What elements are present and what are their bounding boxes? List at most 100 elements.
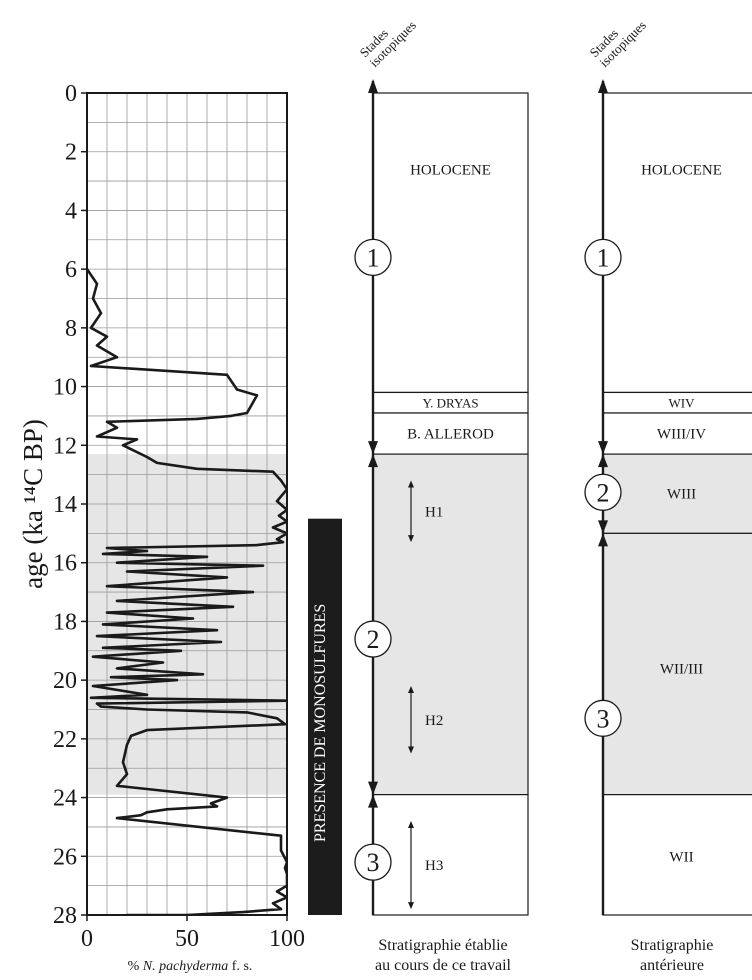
data-point: [225, 373, 229, 377]
data-point: [125, 772, 129, 776]
x-axis-ticks: 0 50 100: [81, 915, 305, 952]
data-point: [95, 282, 99, 286]
data-point: [285, 860, 287, 864]
column-footer-line: Stratigraphie établie: [378, 937, 507, 954]
data-point: [105, 420, 109, 423]
stage-arrow-head: [368, 781, 378, 795]
data-point: [271, 526, 275, 529]
column-footer-line: Stratigraphie: [631, 937, 714, 954]
data-point: [229, 414, 233, 418]
data-point: [91, 684, 95, 688]
data-point: [215, 629, 219, 632]
data-point: [91, 655, 95, 658]
x-axis-label: % N. pachyderma f. s.: [128, 959, 253, 974]
stage-circle: [354, 620, 392, 658]
gridlines: [87, 93, 287, 915]
zone-label: WII: [669, 849, 693, 865]
data-point: [115, 426, 119, 429]
zone-box: [602, 794, 752, 916]
data-point: [225, 796, 229, 799]
data-point: [101, 623, 105, 626]
data-point: [179, 649, 183, 652]
stage-circle: [354, 843, 392, 881]
data-point: [145, 549, 149, 553]
zone-box: [602, 412, 752, 455]
data-point: [201, 673, 205, 676]
zone-label: WIII/IV: [657, 427, 706, 443]
data-point: [215, 805, 219, 808]
y-tick-label: 2: [65, 140, 77, 166]
y-axis-label: age (ka ¹⁴C BP): [18, 419, 48, 589]
series-points: [87, 267, 287, 915]
zone-label: B. ALLEROD: [407, 427, 494, 443]
zone-label: WIII: [667, 487, 696, 503]
stratigraphy-column-previous: HOLOCENE WIV WIII/IV WIII WII/III WII 1 2 3 Stade…: [584, 8, 752, 974]
stage-circle: [354, 238, 392, 277]
data-point: [115, 356, 119, 359]
data-point: [89, 364, 93, 368]
data-point: [279, 834, 283, 837]
data-point: [225, 576, 229, 579]
stage-circle: [584, 238, 622, 277]
data-point: [285, 488, 287, 491]
data-point: [105, 335, 109, 338]
data-point: [175, 678, 179, 682]
data-point: [145, 455, 149, 459]
data-point: [251, 590, 255, 594]
event-arrow-head: [408, 746, 414, 754]
data-point: [241, 910, 245, 914]
data-point: [125, 743, 129, 746]
zone-box: [372, 412, 529, 455]
column-header: Stadesisotopiques: [587, 8, 649, 70]
event-arrow-head: [408, 535, 414, 543]
data-point: [99, 705, 103, 708]
data-point: [121, 761, 125, 764]
data-point: [145, 728, 149, 732]
y-tick-label: 12: [53, 433, 77, 459]
y-tick-label: 22: [53, 727, 77, 753]
stage-number: 1: [597, 243, 610, 272]
event-arrow-head: [408, 821, 414, 829]
zone-label: HOLOCENE: [410, 162, 491, 178]
x-tick-label: 0: [81, 926, 93, 952]
zone-box: [372, 453, 529, 796]
stage-number: 2: [597, 478, 610, 507]
data-point: [275, 538, 279, 541]
data-point: [161, 661, 165, 664]
event-arrow-head: [408, 686, 414, 694]
zone-label: HOLOCENE: [641, 162, 722, 178]
data-point: [275, 717, 279, 720]
data-point: [279, 907, 283, 911]
stage-arrow-head: [598, 520, 608, 534]
x-tick-label: 50: [175, 926, 199, 952]
zone-box: [372, 92, 529, 394]
stage-arrow-head: [368, 454, 378, 468]
y-tick-label: 10: [53, 375, 77, 401]
y-tick-label: 24: [53, 786, 77, 812]
data-point: [245, 411, 249, 415]
data-point: [95, 435, 99, 438]
y-tick-label: 26: [53, 844, 77, 870]
y-tick-label: 16: [53, 551, 77, 577]
data-point: [285, 872, 287, 876]
data-point: [115, 599, 119, 603]
data-point: [245, 711, 249, 714]
stage-arrow-head: [368, 441, 378, 455]
data-point: [91, 297, 95, 300]
stage-number: 2: [367, 625, 380, 654]
data-point: [285, 896, 287, 899]
column-footer-line: au cours de ce travail: [375, 957, 511, 974]
axis-arrow-head: [598, 79, 608, 93]
data-point: [285, 520, 287, 523]
data-point: [105, 611, 109, 614]
data-point: [271, 902, 275, 905]
monosulfures-bar: PRESENCE DE MONOSULFURES: [308, 518, 342, 915]
y-tick-label: 4: [65, 198, 77, 224]
data-point: [99, 311, 103, 315]
y-tick-label: 18: [53, 609, 77, 635]
data-point: [145, 811, 149, 814]
data-point: [95, 702, 99, 705]
data-point: [285, 532, 287, 535]
data-point: [139, 813, 143, 817]
